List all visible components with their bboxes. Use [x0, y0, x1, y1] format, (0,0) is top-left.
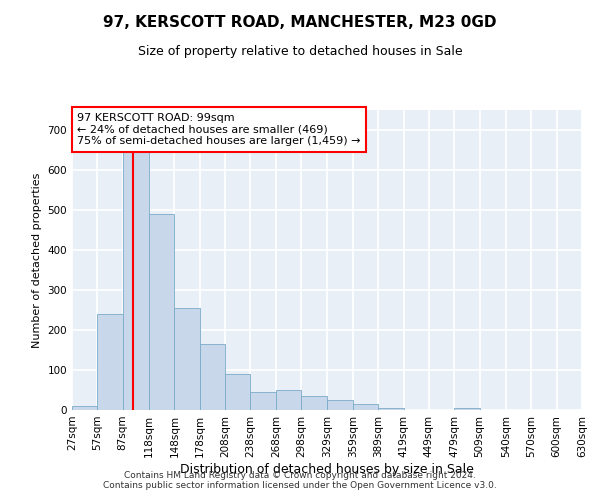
Bar [454, 408, 479, 410]
Bar [123, 150, 149, 410]
Bar [72, 406, 97, 410]
Text: 97 KERSCOTT ROAD: 99sqm
← 24% of detached houses are smaller (469)
75% of semi-d: 97 KERSCOTT ROAD: 99sqm ← 24% of detache… [77, 113, 361, 146]
Bar [276, 390, 301, 410]
Bar [301, 396, 328, 410]
X-axis label: Distribution of detached houses by size in Sale: Distribution of detached houses by size … [180, 462, 474, 475]
Bar [97, 314, 123, 410]
Bar [328, 400, 353, 410]
Bar [175, 308, 200, 410]
Text: 97, KERSCOTT ROAD, MANCHESTER, M23 0GD: 97, KERSCOTT ROAD, MANCHESTER, M23 0GD [103, 15, 497, 30]
Bar [378, 408, 404, 410]
Text: Size of property relative to detached houses in Sale: Size of property relative to detached ho… [137, 45, 463, 58]
Bar [353, 404, 378, 410]
Bar [250, 392, 276, 410]
Text: Contains HM Land Registry data © Crown copyright and database right 2024.
Contai: Contains HM Land Registry data © Crown c… [103, 470, 497, 490]
Bar [149, 214, 175, 410]
Y-axis label: Number of detached properties: Number of detached properties [32, 172, 42, 348]
Bar [200, 344, 225, 410]
Bar [225, 374, 250, 410]
